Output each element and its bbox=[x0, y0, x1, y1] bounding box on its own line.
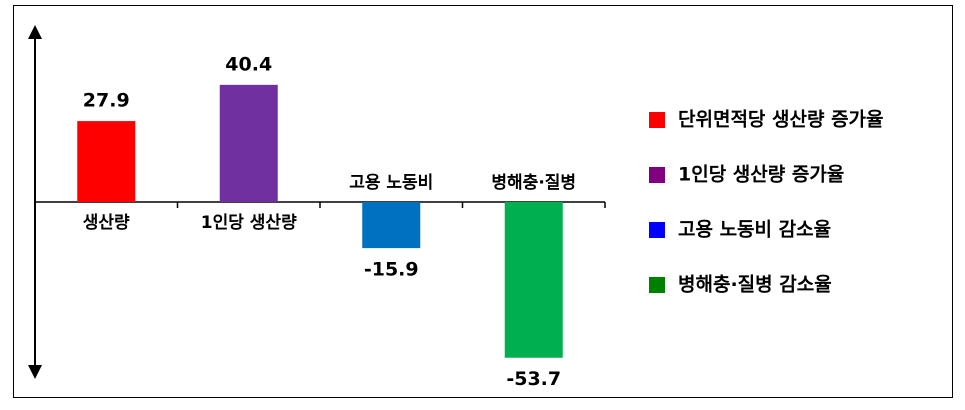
value-label: -15.9 bbox=[364, 259, 419, 281]
legend-label: 병해충·질병 감소율 bbox=[678, 274, 832, 296]
legend-swatch bbox=[649, 112, 665, 128]
bar bbox=[504, 202, 563, 358]
value-label: 40.4 bbox=[225, 53, 272, 75]
legend-label: 고용 노동비 감소율 bbox=[678, 219, 831, 241]
category-label: 병해충·질병 bbox=[491, 172, 576, 193]
legend-swatch bbox=[649, 222, 665, 238]
legend-swatch bbox=[649, 167, 665, 183]
value-label: 27.9 bbox=[83, 90, 130, 112]
category-label: 생산량 bbox=[83, 213, 130, 233]
bar bbox=[77, 121, 136, 202]
bar bbox=[219, 84, 278, 202]
legend-swatch bbox=[649, 277, 665, 293]
legend-label: 1인당 생산량 증가율 bbox=[678, 164, 844, 186]
bar bbox=[362, 202, 421, 249]
category-label: 고용 노동비 bbox=[349, 173, 433, 193]
value-label: -53.7 bbox=[506, 368, 561, 390]
legend-label: 단위면적당 생산량 증가율 bbox=[678, 109, 884, 131]
category-label: 1인당 생산량 bbox=[201, 213, 297, 233]
